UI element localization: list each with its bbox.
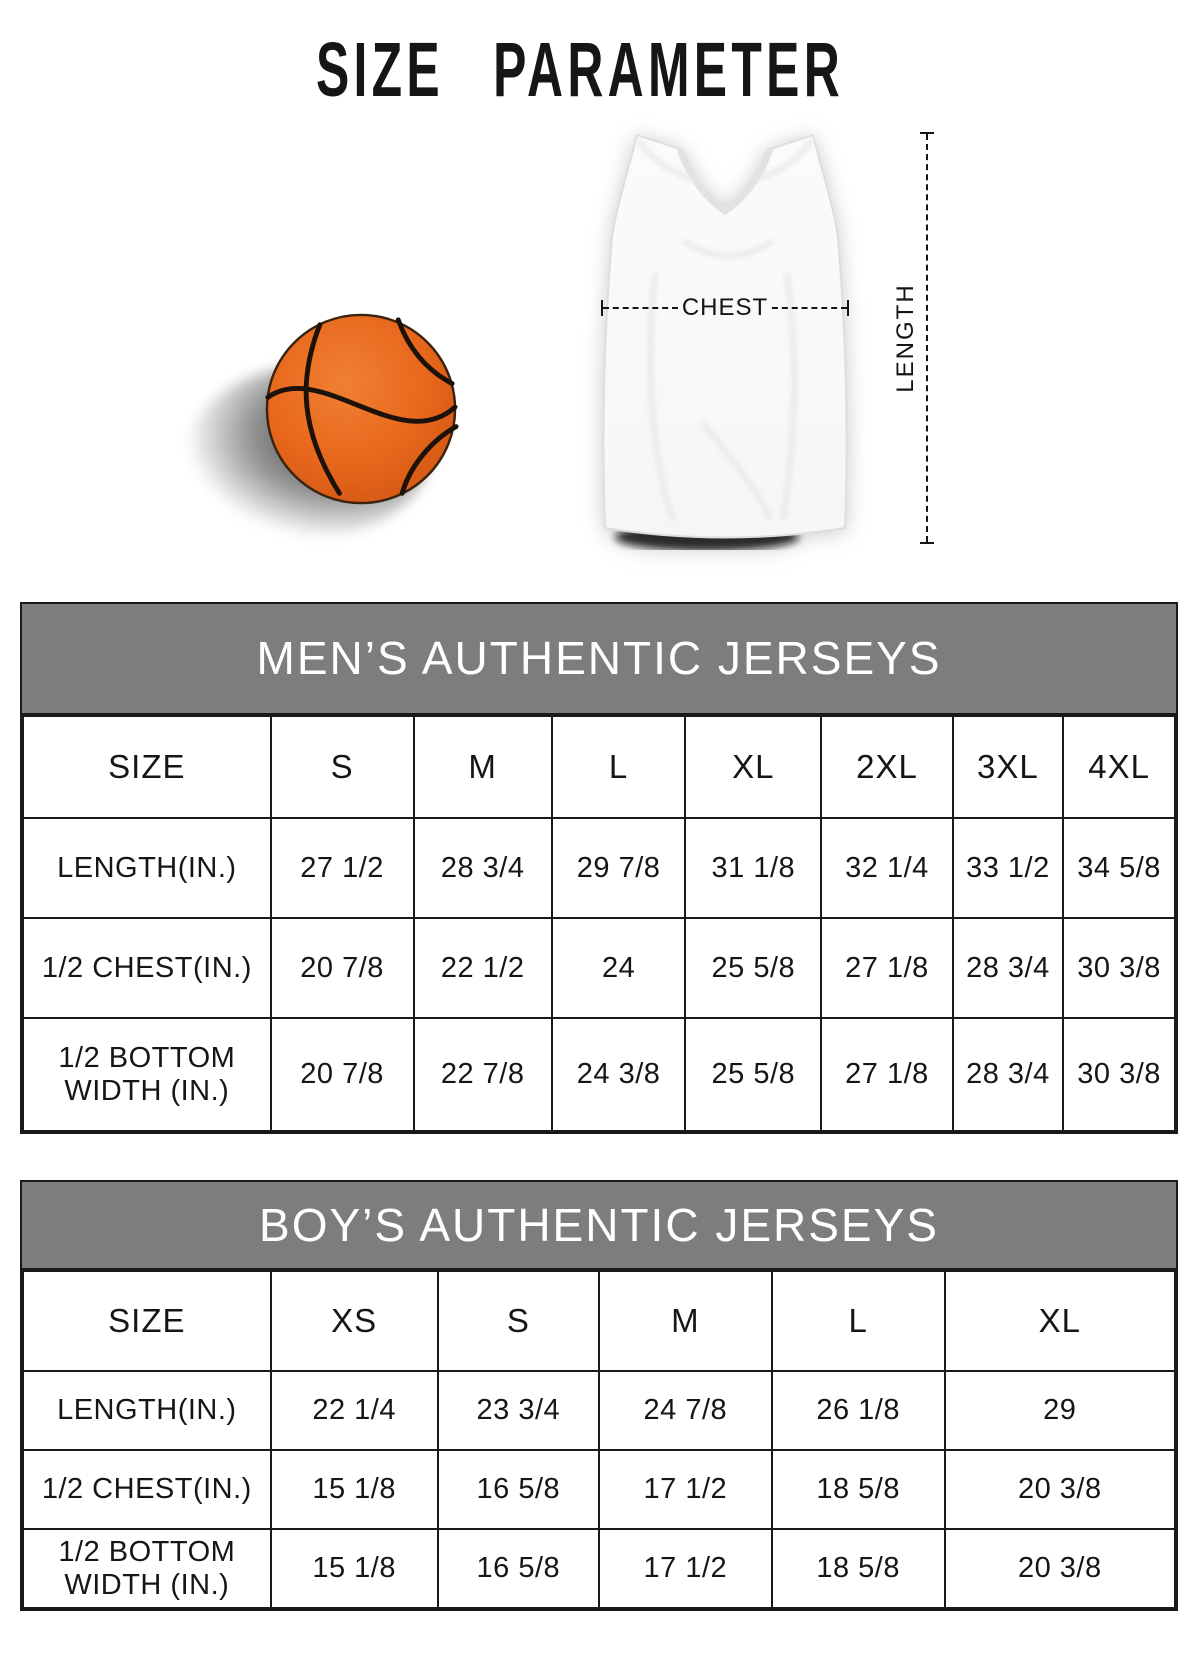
mens-table-title: MEN’S AUTHENTIC JERSEYS (22, 604, 1176, 715)
size-value: 29 (943, 1370, 1177, 1451)
size-col-header: L (550, 715, 687, 819)
mens-size-grid: SIZE S M L XL 2XL 3XL 4XL LENGTH(IN.) 27 1/2 28 3/… (22, 715, 1176, 1132)
size-col-header: 3XL (951, 715, 1065, 819)
size-value: 16 5/8 (436, 1528, 600, 1609)
basketball-icon (265, 313, 459, 505)
chest-line-dash (772, 307, 847, 309)
boys-size-table: BOY’S AUTHENTIC JERSEYS SIZE XS S M L XL LENGT… (20, 1180, 1178, 1611)
row-label: LENGTH(IN.) (22, 1370, 272, 1451)
size-value: 24 (550, 917, 687, 1019)
size-table-row: LENGTH(IN.) 22 1/4 23 3/4 24 7/8 26 1/8 29 (22, 1370, 1177, 1451)
chest-line-left-tick (601, 300, 603, 316)
size-table-row: 1/2 CHEST(IN.) 15 1/8 16 5/8 17 1/2 18 5/8 20… (22, 1449, 1177, 1530)
size-value: 15 1/8 (269, 1449, 439, 1530)
boys-table-title: BOY’S AUTHENTIC JERSEYS (22, 1182, 1176, 1270)
chest-measure-line: CHEST (601, 294, 849, 321)
size-value: 30 3/8 (1062, 1017, 1176, 1132)
size-value: 33 1/2 (951, 817, 1065, 919)
row-label: 1/2 CHEST(IN.) (22, 1449, 272, 1530)
size-row-header: SIZE (22, 1270, 272, 1372)
size-value: 27 1/8 (820, 917, 954, 1019)
size-diagram: CHEST LENGTH (0, 0, 1200, 602)
size-table-row: 1/2 CHEST(IN.) 20 7/8 22 1/2 24 25 5/8 27 1/8… (22, 917, 1176, 1019)
mens-size-table: MEN’S AUTHENTIC JERSEYS SIZE S M L XL 2XL 3XL 4… (20, 602, 1178, 1134)
chest-line-right-tick (847, 300, 849, 316)
jersey-icon (602, 133, 848, 550)
size-value: 32 1/4 (820, 817, 954, 919)
size-value: 29 7/8 (550, 817, 687, 919)
size-value: 27 1/8 (820, 1017, 954, 1132)
size-col-header: L (770, 1270, 946, 1372)
row-label: 1/2 BOTTOM WIDTH (IN.) (22, 1528, 272, 1609)
size-col-header: S (269, 715, 415, 819)
size-table-row: 1/2 BOTTOM WIDTH (IN.) 15 1/8 16 5/8 17 1/2… (22, 1528, 1177, 1609)
size-value: 25 5/8 (684, 917, 823, 1019)
size-value: 28 3/4 (951, 917, 1065, 1019)
size-value: 22 7/8 (412, 1017, 553, 1132)
size-value: 20 3/8 (943, 1449, 1177, 1530)
size-value: 27 1/2 (269, 817, 415, 919)
row-label: LENGTH(IN.) (22, 817, 272, 919)
chest-line-dash (603, 307, 678, 309)
size-value: 31 1/8 (684, 817, 823, 919)
size-value: 34 5/8 (1062, 817, 1176, 919)
size-value: 28 3/4 (951, 1017, 1065, 1132)
size-value: 23 3/4 (436, 1370, 600, 1451)
size-col-header: XL (684, 715, 823, 819)
size-value: 24 3/8 (550, 1017, 687, 1132)
size-value: 18 5/8 (770, 1528, 946, 1609)
size-col-header: M (597, 1270, 773, 1372)
size-value: 28 3/4 (412, 817, 553, 919)
size-value: 17 1/2 (597, 1449, 773, 1530)
page-title: SIZE PARAMETER (315, 27, 845, 114)
boys-size-grid: SIZE XS S M L XL LENGTH(IN.) 22 1/4 23 3/4 24 7/8… (22, 1270, 1177, 1609)
size-col-header: M (412, 715, 553, 819)
size-value: 20 7/8 (269, 1017, 415, 1132)
size-col-header: 4XL (1062, 715, 1176, 819)
size-value: 20 3/8 (943, 1528, 1177, 1609)
size-row-header: SIZE (22, 715, 272, 819)
length-measure-line (920, 132, 934, 544)
size-table-row: LENGTH(IN.) 27 1/2 28 3/4 29 7/8 31 1/8 32 1/… (22, 817, 1176, 919)
size-value: 24 7/8 (597, 1370, 773, 1451)
size-value: 18 5/8 (770, 1449, 946, 1530)
size-value: 30 3/8 (1062, 917, 1176, 1019)
size-col-header: XS (269, 1270, 439, 1372)
size-col-header: 2XL (820, 715, 954, 819)
row-label: 1/2 CHEST(IN.) (22, 917, 272, 1019)
size-table-row: 1/2 BOTTOM WIDTH (IN.) 20 7/8 22 7/8 24 3/8… (22, 1017, 1176, 1132)
chest-label: CHEST (681, 294, 769, 321)
size-col-header: S (436, 1270, 600, 1372)
size-col-header: XL (943, 1270, 1177, 1372)
size-value: 15 1/8 (269, 1528, 439, 1609)
size-value: 20 7/8 (269, 917, 415, 1019)
size-value: 22 1/4 (269, 1370, 439, 1451)
size-value: 16 5/8 (436, 1449, 600, 1530)
length-label: LENGTH (892, 283, 919, 393)
size-value: 22 1/2 (412, 917, 553, 1019)
size-value: 26 1/8 (770, 1370, 946, 1451)
row-label: 1/2 BOTTOM WIDTH (IN.) (22, 1017, 272, 1132)
size-value: 17 1/2 (597, 1528, 773, 1609)
size-value: 25 5/8 (684, 1017, 823, 1132)
